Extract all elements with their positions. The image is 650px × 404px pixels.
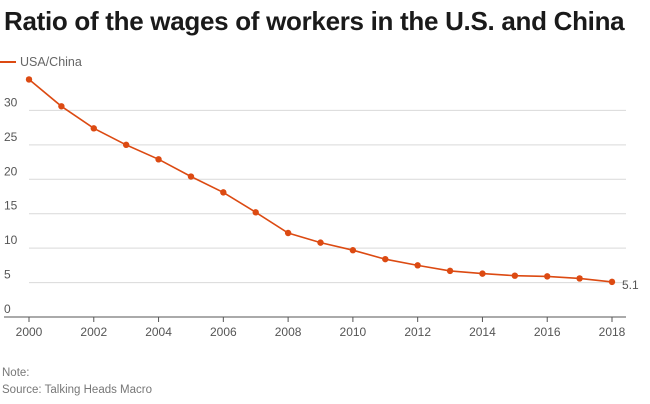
y-tick-label: 0: [4, 302, 11, 316]
y-tick-label: 5: [4, 268, 11, 282]
data-point: [479, 270, 486, 277]
legend-label: USA/China: [20, 55, 82, 69]
series-line: [28, 78, 613, 283]
note: Note:: [2, 367, 30, 379]
x-tick-label: 2004: [145, 325, 172, 339]
axis-layer: 0 5 10 15 20 25 30 2000 2002 2004 2006 2008 2010 2012…: [4, 95, 626, 339]
data-point: [544, 273, 551, 280]
end-value-label: 5.1: [622, 278, 639, 292]
data-point: [511, 272, 519, 279]
data-point: [122, 141, 130, 149]
legend: USA/China: [0, 54, 82, 70]
data-point: [414, 262, 421, 269]
y-tick-label: 15: [4, 199, 18, 213]
series-layer: [25, 76, 616, 286]
y-tick-label: 10: [4, 233, 18, 247]
data-point: [446, 267, 454, 275]
x-tick-label: 2016: [534, 325, 561, 339]
x-tick-label: 2012: [404, 325, 431, 339]
data-point: [90, 125, 97, 132]
label-layer: 5.1: [622, 278, 639, 292]
data-point: [284, 229, 292, 237]
x-tick-label: 2002: [80, 325, 107, 339]
x-tick-label: 2014: [469, 325, 496, 339]
data-point: [252, 209, 259, 216]
data-point: [25, 76, 33, 83]
data-point: [608, 278, 616, 286]
data-point: [155, 156, 162, 163]
x-tick-label: 2006: [210, 325, 237, 339]
y-tick-label: 25: [4, 130, 18, 144]
data-point: [187, 173, 195, 180]
y-tick-label: 20: [4, 164, 18, 178]
source: Source: Talking Heads Macro: [2, 384, 152, 396]
data-point: [382, 255, 389, 263]
data-point: [58, 103, 65, 110]
x-tick-label: 2008: [275, 325, 302, 339]
y-tick-label: 30: [4, 95, 18, 109]
data-point: [349, 247, 357, 254]
data-point: [317, 239, 324, 246]
x-tick-label: 2010: [340, 325, 367, 339]
x-tick-label: 2018: [599, 325, 626, 339]
data-point: [220, 189, 227, 196]
data-point: [576, 275, 583, 282]
chart-title: Ratio of the wages of workers in the U.S…: [4, 6, 625, 36]
legend-swatch: [0, 61, 16, 63]
grid-layer: [29, 109, 626, 284]
x-tick-label: 2000: [16, 325, 43, 339]
